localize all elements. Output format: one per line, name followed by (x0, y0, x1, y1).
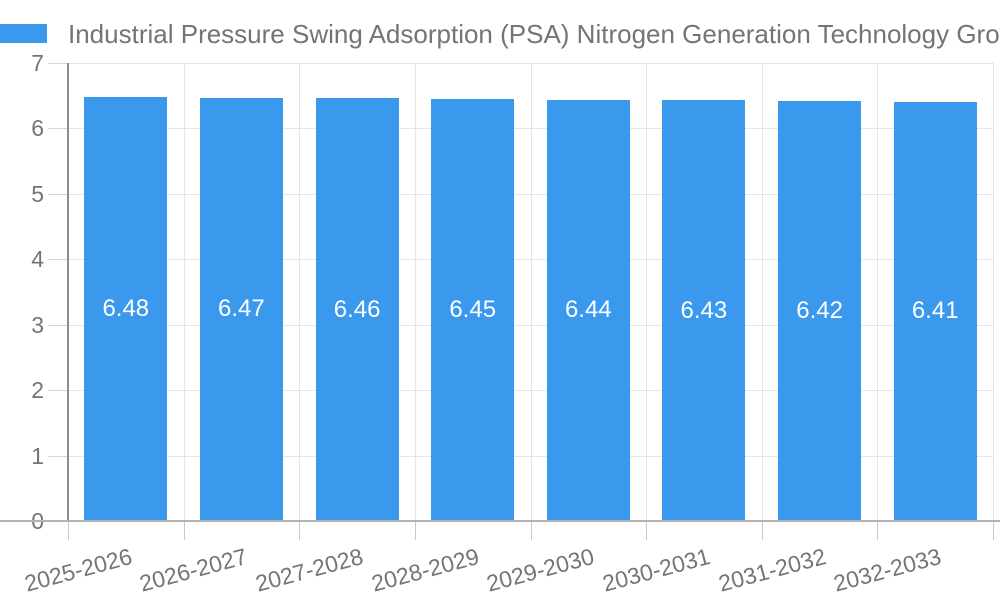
bar[interactable] (778, 100, 862, 521)
x-axis-tick (993, 521, 994, 540)
y-axis-label: 7 (31, 50, 44, 76)
y-axis-label: 1 (31, 443, 44, 469)
bar[interactable] (315, 98, 399, 521)
bar[interactable] (84, 97, 168, 521)
bar[interactable] (662, 100, 746, 521)
bar-value-label: 6.44 (564, 296, 612, 324)
bar-value-label: 6.46 (333, 295, 381, 323)
bar-value-label: 6.45 (449, 296, 497, 323)
gridline-vertical (993, 63, 994, 521)
x-axis-line (0, 520, 1000, 522)
gridline-horizontal (68, 390, 993, 391)
bar[interactable] (199, 97, 283, 521)
gridline-horizontal (68, 194, 993, 195)
y-axis-label: 6 (31, 115, 44, 141)
gridline-vertical (877, 63, 878, 521)
y-axis-tick (48, 194, 68, 195)
bar-value-label: 6.48 (102, 295, 150, 322)
y-axis-tick (48, 128, 68, 129)
y-axis-label: 5 (31, 181, 44, 207)
bar[interactable] (431, 99, 515, 521)
y-axis-tick (48, 325, 68, 326)
gridline-vertical (415, 63, 416, 521)
gridline-vertical (762, 63, 763, 521)
y-axis-label: 3 (31, 312, 44, 338)
bar-value-label: 6.47 (218, 295, 265, 323)
x-axis-tick (762, 521, 763, 540)
x-axis-tick (531, 521, 532, 540)
x-axis-tick (184, 521, 185, 540)
x-axis-tick (646, 521, 647, 540)
gridline-horizontal (68, 325, 993, 326)
legend-swatch[interactable] (0, 24, 47, 43)
gridline-horizontal (68, 63, 993, 64)
bar[interactable] (893, 101, 977, 521)
x-axis-tick (877, 521, 878, 540)
x-axis-tick (68, 521, 69, 540)
bar-value-label: 6.43 (680, 296, 728, 324)
bar-value-label: 6.42 (796, 297, 843, 324)
x-axis-tick (415, 521, 416, 540)
chart-title: Industrial Pressure Swing Adsorption (PS… (68, 19, 1000, 49)
x-axis-tick (299, 521, 300, 540)
y-axis-label: 2 (31, 377, 44, 403)
gridline-vertical (299, 63, 300, 521)
gridline-horizontal (68, 259, 993, 260)
y-axis-tick (48, 456, 68, 457)
y-axis-tick (48, 390, 68, 391)
gridline-vertical (531, 63, 532, 521)
y-axis-label: 4 (31, 246, 44, 272)
y-axis-line (67, 63, 69, 521)
gridline-vertical (184, 63, 185, 521)
bar-value-label: 6.41 (911, 297, 959, 325)
y-axis-tick (48, 63, 68, 64)
y-axis-tick (48, 259, 68, 260)
bar[interactable] (546, 99, 630, 521)
gridline-horizontal (68, 128, 993, 129)
gridline-vertical (646, 63, 647, 521)
gridline-horizontal (68, 456, 993, 457)
